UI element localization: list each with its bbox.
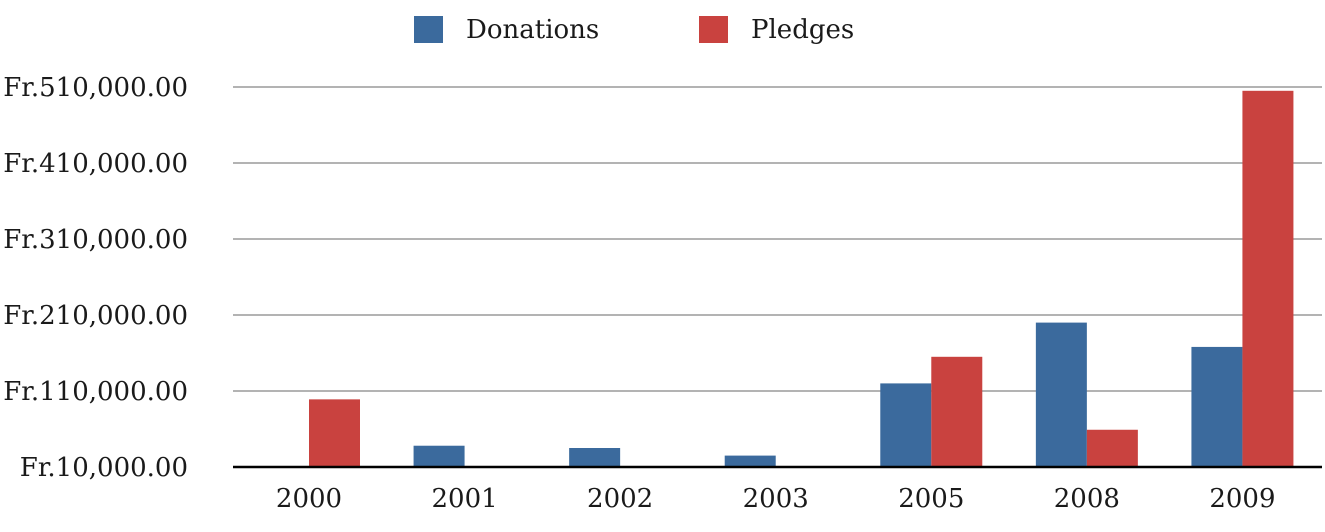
legend-label-donations: Donations	[466, 15, 599, 45]
x-tick-label: 2000	[276, 484, 342, 514]
x-tick-label: 2002	[587, 484, 653, 514]
y-tick-label: Fr.10,000.00	[20, 453, 188, 483]
y-tick-label: Fr.410,000.00	[3, 149, 188, 179]
bar-donations-2001	[413, 445, 465, 467]
bar-donations-2005	[880, 383, 932, 467]
legend-label-pledges: Pledges	[751, 15, 854, 45]
x-tick-label: 2003	[743, 484, 809, 514]
y-tick-label: Fr.210,000.00	[3, 301, 188, 331]
bar-donations-2003	[724, 455, 776, 467]
bars	[309, 90, 1294, 468]
bar-pledges-2008	[1086, 429, 1138, 467]
y-tick-label: Fr.310,000.00	[3, 225, 188, 255]
bar-pledges-2005	[931, 356, 983, 467]
bar-pledges-2009	[1242, 90, 1294, 468]
gridlines	[233, 86, 1322, 392]
x-tick-label: 2009	[1209, 484, 1275, 514]
bar-donations-2009	[1191, 346, 1243, 467]
x-tick-label: 2005	[898, 484, 964, 514]
x-tick-label: 2001	[431, 484, 497, 514]
bar-donations-2002	[569, 448, 621, 467]
y-tick-label: Fr.510,000.00	[3, 73, 188, 103]
bar-donations-2008	[1035, 322, 1087, 467]
legend: Donations Pledges	[414, 15, 854, 45]
bar-pledges-2000	[309, 399, 360, 467]
legend-swatch-pledges	[699, 16, 728, 43]
y-axis-tick-labels: Fr.10,000.00 Fr.110,000.00 Fr.210,000.00 Fr…	[3, 73, 188, 483]
y-tick-label: Fr.110,000.00	[3, 377, 188, 407]
x-axis-tick-labels: 2000 2001 2002 2003 2005 2008 2009	[276, 484, 1276, 514]
legend-swatch-donations	[414, 16, 443, 43]
x-tick-label: 2008	[1054, 484, 1120, 514]
